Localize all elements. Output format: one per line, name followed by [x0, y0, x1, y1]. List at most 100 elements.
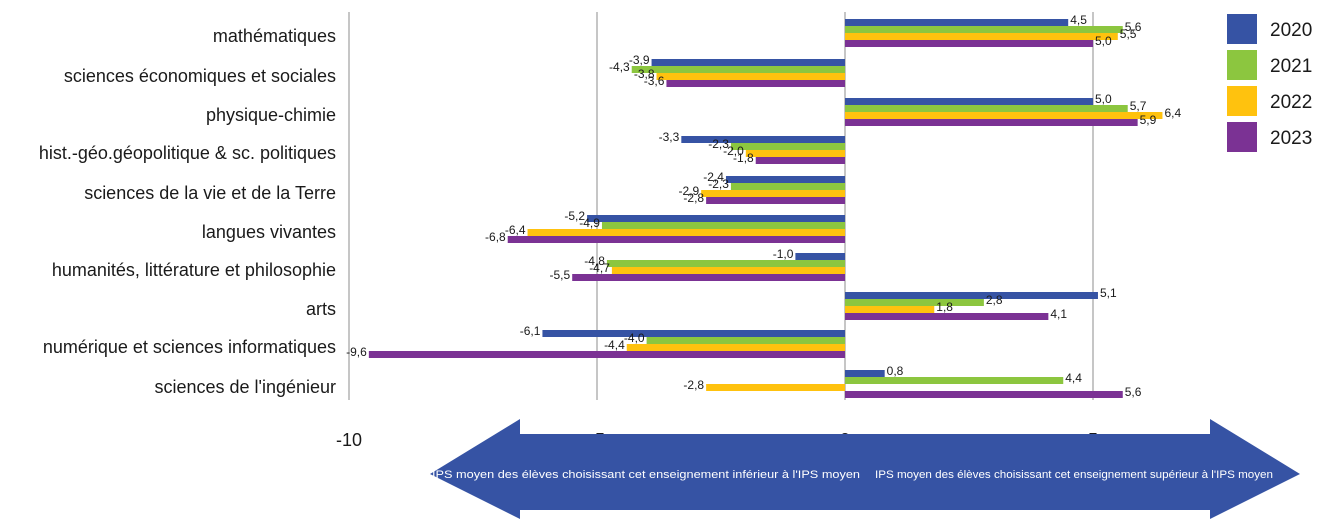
bar-2022 [611, 267, 845, 274]
bar-2021 [845, 299, 984, 306]
data-label: 4,4 [1065, 371, 1082, 385]
data-label: 5,1 [1100, 286, 1117, 300]
data-label: 1,8 [936, 300, 953, 314]
legend-label: 2021 [1270, 56, 1312, 77]
data-label: -9,6 [346, 345, 367, 359]
bar-2020 [725, 176, 845, 183]
bar-2023 [845, 391, 1123, 398]
data-label: 2,8 [986, 293, 1003, 307]
data-label: -2,4 [703, 170, 724, 184]
data-label: 5,6 [1125, 20, 1142, 34]
bar-2020 [587, 215, 845, 222]
data-label: 6,4 [1164, 106, 1181, 120]
data-label: -2,0 [723, 144, 744, 158]
bar-2021 [646, 337, 845, 344]
bar-2021 [606, 260, 845, 267]
bar-2020 [651, 59, 845, 66]
data-label: 5,6 [1125, 385, 1142, 399]
bar-2022 [706, 384, 845, 391]
data-label: -4,9 [579, 216, 600, 230]
data-label: -6,1 [520, 324, 541, 338]
data-label: -4,3 [609, 60, 630, 74]
arrow-right-text: IPS moyen des élèves choisissant cet ens… [875, 469, 1273, 481]
category-label: sciences de la vie et de la Terre [84, 183, 336, 203]
bar-2023 [666, 80, 845, 87]
bar-2021 [730, 183, 845, 190]
category-label: hist.-géo.géopolitique & sc. politiques [39, 143, 336, 163]
legend-swatch [1227, 50, 1257, 80]
category-label: langues vivantes [202, 222, 336, 242]
bar-2022 [845, 112, 1163, 119]
category-label: mathématiques [213, 26, 336, 46]
data-label: -6,4 [505, 223, 526, 237]
data-label: -3,9 [629, 53, 650, 67]
data-label: -4,0 [624, 331, 645, 345]
bar-2020 [542, 330, 845, 337]
legend-swatch [1227, 122, 1257, 152]
bar-2023 [507, 236, 845, 243]
data-label: 5,0 [1095, 34, 1112, 48]
legend-label: 2020 [1270, 20, 1312, 41]
data-label: 4,1 [1050, 307, 1067, 321]
bar-2020 [681, 136, 845, 143]
data-label: -4,7 [589, 261, 610, 275]
data-label: 5,0 [1095, 92, 1112, 106]
data-label: -3,6 [644, 74, 665, 88]
legend-swatch [1227, 86, 1257, 116]
category-label: humanités, littérature et philosophie [52, 260, 336, 280]
double-arrow [430, 419, 1300, 519]
bar-2023 [706, 197, 845, 204]
bar-2021 [845, 105, 1128, 112]
arrow-left-text: IPS moyen des élèves choisissant cet ens… [432, 469, 860, 481]
category-label: sciences de l'ingénieur [154, 377, 336, 397]
data-label: -3,8 [634, 67, 655, 81]
x-tick-label: -10 [336, 430, 362, 450]
legend-swatch [1227, 14, 1257, 44]
data-label: -2,9 [678, 184, 699, 198]
data-label: 0,8 [887, 364, 904, 378]
data-label: -2,3 [708, 177, 729, 191]
bar-2023 [368, 351, 845, 358]
legend-label: 2022 [1270, 92, 1312, 113]
bar-2022 [845, 306, 935, 313]
bar-2020 [845, 292, 1098, 299]
data-label: -5,2 [564, 209, 585, 223]
data-label: -5,5 [550, 268, 571, 282]
bar-2021 [601, 222, 845, 229]
data-label: -2,8 [683, 378, 704, 392]
bar-2023 [845, 40, 1093, 47]
data-label: -1,0 [773, 247, 794, 261]
category-label: physique-chimie [206, 105, 336, 125]
data-label: -2,3 [708, 137, 729, 151]
bar-2022 [527, 229, 845, 236]
bar-2021 [631, 66, 845, 73]
data-label: 5,7 [1130, 99, 1147, 113]
data-label: -4,8 [584, 254, 605, 268]
data-label: -1,8 [733, 151, 754, 165]
bar-2020 [795, 253, 845, 260]
data-label: -6,8 [485, 230, 506, 244]
bar-2022 [626, 344, 845, 351]
bar-2021 [845, 26, 1123, 33]
bar-2020 [845, 19, 1069, 26]
data-label: 5,5 [1120, 27, 1137, 41]
bar-2023 [845, 119, 1138, 126]
bar-2020 [845, 98, 1093, 105]
data-label: 5,9 [1140, 113, 1157, 127]
bar-2023 [845, 313, 1049, 320]
bar-2021 [845, 377, 1064, 384]
bar-2023 [755, 157, 845, 164]
data-label: 4,5 [1070, 13, 1087, 27]
bar-2022 [845, 33, 1118, 40]
bar-2021 [730, 143, 845, 150]
bar-2022 [656, 73, 845, 80]
category-label: sciences économiques et sociales [64, 66, 336, 86]
category-label: arts [306, 299, 336, 319]
legend-label: 2023 [1270, 128, 1312, 149]
bar-2023 [572, 274, 845, 281]
bar-2022 [701, 190, 845, 197]
category-label: numérique et sciences informatiques [43, 337, 336, 357]
bar-2020 [845, 370, 885, 377]
data-label: -2,8 [683, 191, 704, 205]
